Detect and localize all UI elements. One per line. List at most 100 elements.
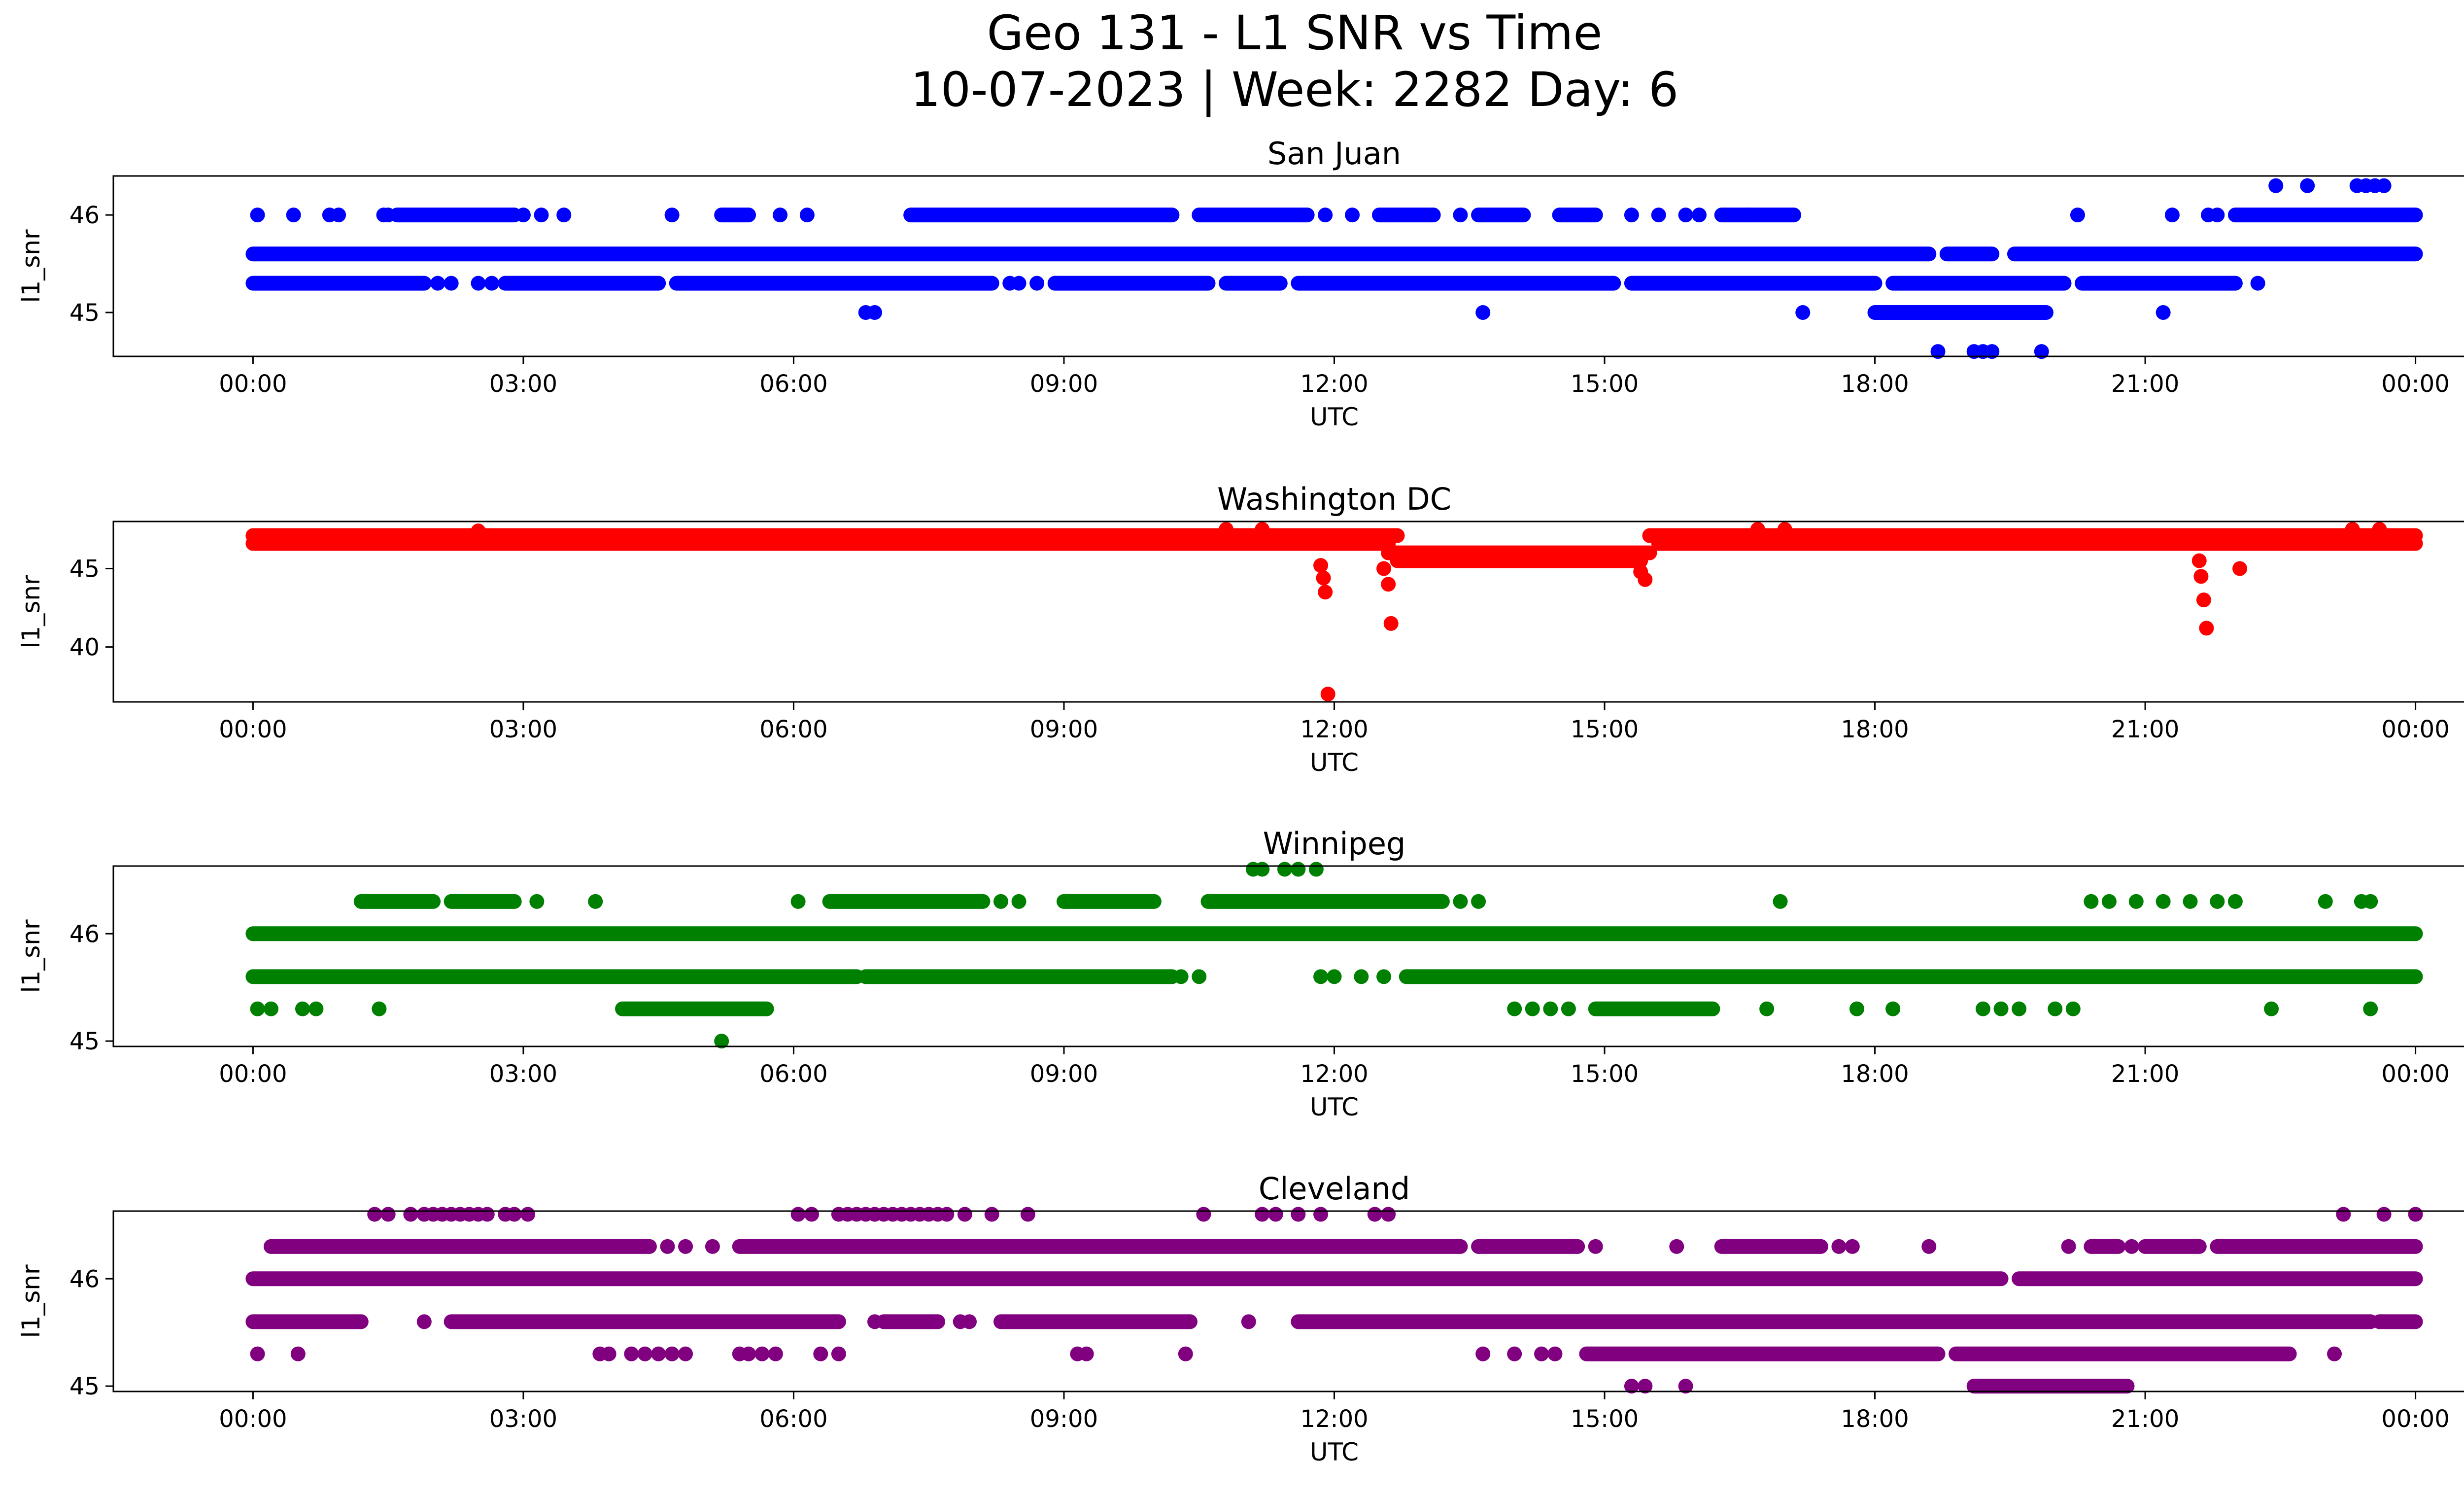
data-point-73 xyxy=(1079,1346,1094,1361)
data-point-57 xyxy=(250,1346,265,1361)
x-tick-label-8: 00:00 xyxy=(2381,716,2449,743)
data-point-32 xyxy=(308,1001,324,1016)
data-point-38 xyxy=(1381,1207,1396,1222)
data-point-36 xyxy=(1313,1207,1329,1222)
panel-washington-dc: Washington DC 40 45 l1_snr 00:00 03:00 06:00 09… xyxy=(17,481,2464,777)
data-point-12 xyxy=(1773,894,1788,909)
x-tick-label-5: 15:00 xyxy=(1571,716,1639,743)
data-point-71 xyxy=(831,1346,846,1361)
data-point-15 xyxy=(804,1207,820,1222)
data-point-11 xyxy=(1471,894,1486,909)
x-tick-label-7: 21:00 xyxy=(2111,1060,2179,1088)
data-point-40 xyxy=(2376,1207,2392,1222)
data-point-40 xyxy=(1475,305,1491,320)
data-point-65 xyxy=(678,1346,693,1361)
data-point-46 xyxy=(1669,1239,1684,1254)
data-point-82 xyxy=(1678,1379,1693,1394)
data-point-17 xyxy=(1678,208,1693,223)
data-point-81 xyxy=(1638,1379,1653,1394)
data-point-15 xyxy=(1624,208,1639,223)
data-point-43 xyxy=(2012,1001,2027,1016)
panel-winnipeg: Winnipeg 45 46 l1_snr 00:00 03:00 06:00 09:00 12… xyxy=(17,826,2464,1121)
data-point-33 xyxy=(484,276,499,291)
x-tick-label-4: 12:00 xyxy=(1300,1405,1368,1433)
series-washington-dc xyxy=(245,522,2423,702)
data-point-10 xyxy=(1453,894,1468,909)
data-point-58 xyxy=(290,1346,306,1361)
data-point-41 xyxy=(1795,305,1811,320)
x-tick-label-3: 09:00 xyxy=(1030,716,1098,743)
data-point-48 xyxy=(1845,1239,1860,1254)
x-tick-label-2: 06:00 xyxy=(759,1405,827,1433)
data-point-44 xyxy=(2048,1001,2063,1016)
data-point-29 xyxy=(2376,178,2392,193)
data-point-44 xyxy=(705,1239,720,1254)
data-point-80 xyxy=(1624,1379,1639,1394)
x-axis-label: UTC xyxy=(1310,1438,1359,1466)
data-point-3 xyxy=(331,208,346,223)
x-tick-label-3: 09:00 xyxy=(1030,1060,1098,1088)
x-tick-label-6: 18:00 xyxy=(1841,1060,1909,1088)
data-point-35 xyxy=(1011,276,1027,291)
y-tick-label-1: 46 xyxy=(69,920,100,948)
data-point-69 xyxy=(768,1346,783,1361)
data-point-42 xyxy=(660,1239,675,1254)
data-point-19 xyxy=(2227,894,2243,909)
x-tick-label-2: 06:00 xyxy=(759,1060,827,1088)
data-point-30 xyxy=(263,1001,278,1016)
data-point-67 xyxy=(741,1346,756,1361)
data-point-6 xyxy=(2372,522,2387,537)
x-tick-label-5: 15:00 xyxy=(1571,1060,1639,1088)
data-point-7 xyxy=(790,894,806,909)
data-point-37 xyxy=(2250,276,2265,291)
x-tick-label-7: 21:00 xyxy=(2111,370,2179,398)
x-tick-label-1: 03:00 xyxy=(489,370,557,398)
y-tick-label-1: 46 xyxy=(69,1265,100,1293)
data-point-50 xyxy=(2061,1239,2076,1254)
y-axis-label: l1_snr xyxy=(17,919,45,993)
data-point-45 xyxy=(1588,1239,1603,1254)
data-point-31 xyxy=(295,1001,310,1016)
data-point-23 xyxy=(1173,969,1189,984)
data-point-9 xyxy=(1318,585,1333,600)
data-point-14 xyxy=(2101,894,2117,909)
data-point-56 xyxy=(1241,1314,1256,1329)
data-point-64 xyxy=(664,1346,680,1361)
data-point-47 xyxy=(2034,344,2049,359)
data-point-42 xyxy=(1993,1001,2009,1016)
data-point-25 xyxy=(2300,178,2315,193)
data-point-11 xyxy=(1376,561,1392,576)
x-tick-label-5: 15:00 xyxy=(1571,1405,1639,1433)
x-tick-label-3: 09:00 xyxy=(1030,1405,1098,1433)
panel-san-juan: San Juan 45 46 l1_snr 00:00 03:00 06:00 09:00 12… xyxy=(17,136,2464,431)
data-point-6 xyxy=(515,208,531,223)
data-point-18 xyxy=(2210,894,2225,909)
data-point-27 xyxy=(1354,969,1369,984)
data-point-15 xyxy=(1638,572,1653,587)
data-point-43 xyxy=(1930,344,1946,359)
figure-title-line1: Geo 131 - L1 SNR vs Time xyxy=(987,5,1603,61)
data-point-10 xyxy=(773,208,788,223)
data-point-28 xyxy=(1376,969,1392,984)
x-tick-label-0: 00:00 xyxy=(219,716,287,743)
data-point-3 xyxy=(1750,522,1765,537)
data-point-39 xyxy=(2336,1207,2351,1222)
data-point-16 xyxy=(2156,894,2171,909)
data-point-47 xyxy=(1831,1239,1847,1254)
data-point-8 xyxy=(556,208,572,223)
data-point-46 xyxy=(2264,1001,2279,1016)
data-point-40 xyxy=(1885,1001,1901,1016)
data-point-13 xyxy=(520,1207,536,1222)
data-point-43 xyxy=(678,1239,693,1254)
data-point-23 xyxy=(2210,208,2225,223)
data-point-41 xyxy=(2408,1207,2423,1222)
data-point-48 xyxy=(714,1034,729,1049)
x-axis-label: UTC xyxy=(1310,403,1359,431)
data-point-1 xyxy=(380,1207,396,1222)
data-point-19 xyxy=(1741,208,1756,223)
data-point-15 xyxy=(2128,894,2144,909)
data-point-26 xyxy=(1327,969,1342,984)
data-point-8 xyxy=(1316,570,1331,586)
x-tick-label-6: 18:00 xyxy=(1841,716,1909,743)
